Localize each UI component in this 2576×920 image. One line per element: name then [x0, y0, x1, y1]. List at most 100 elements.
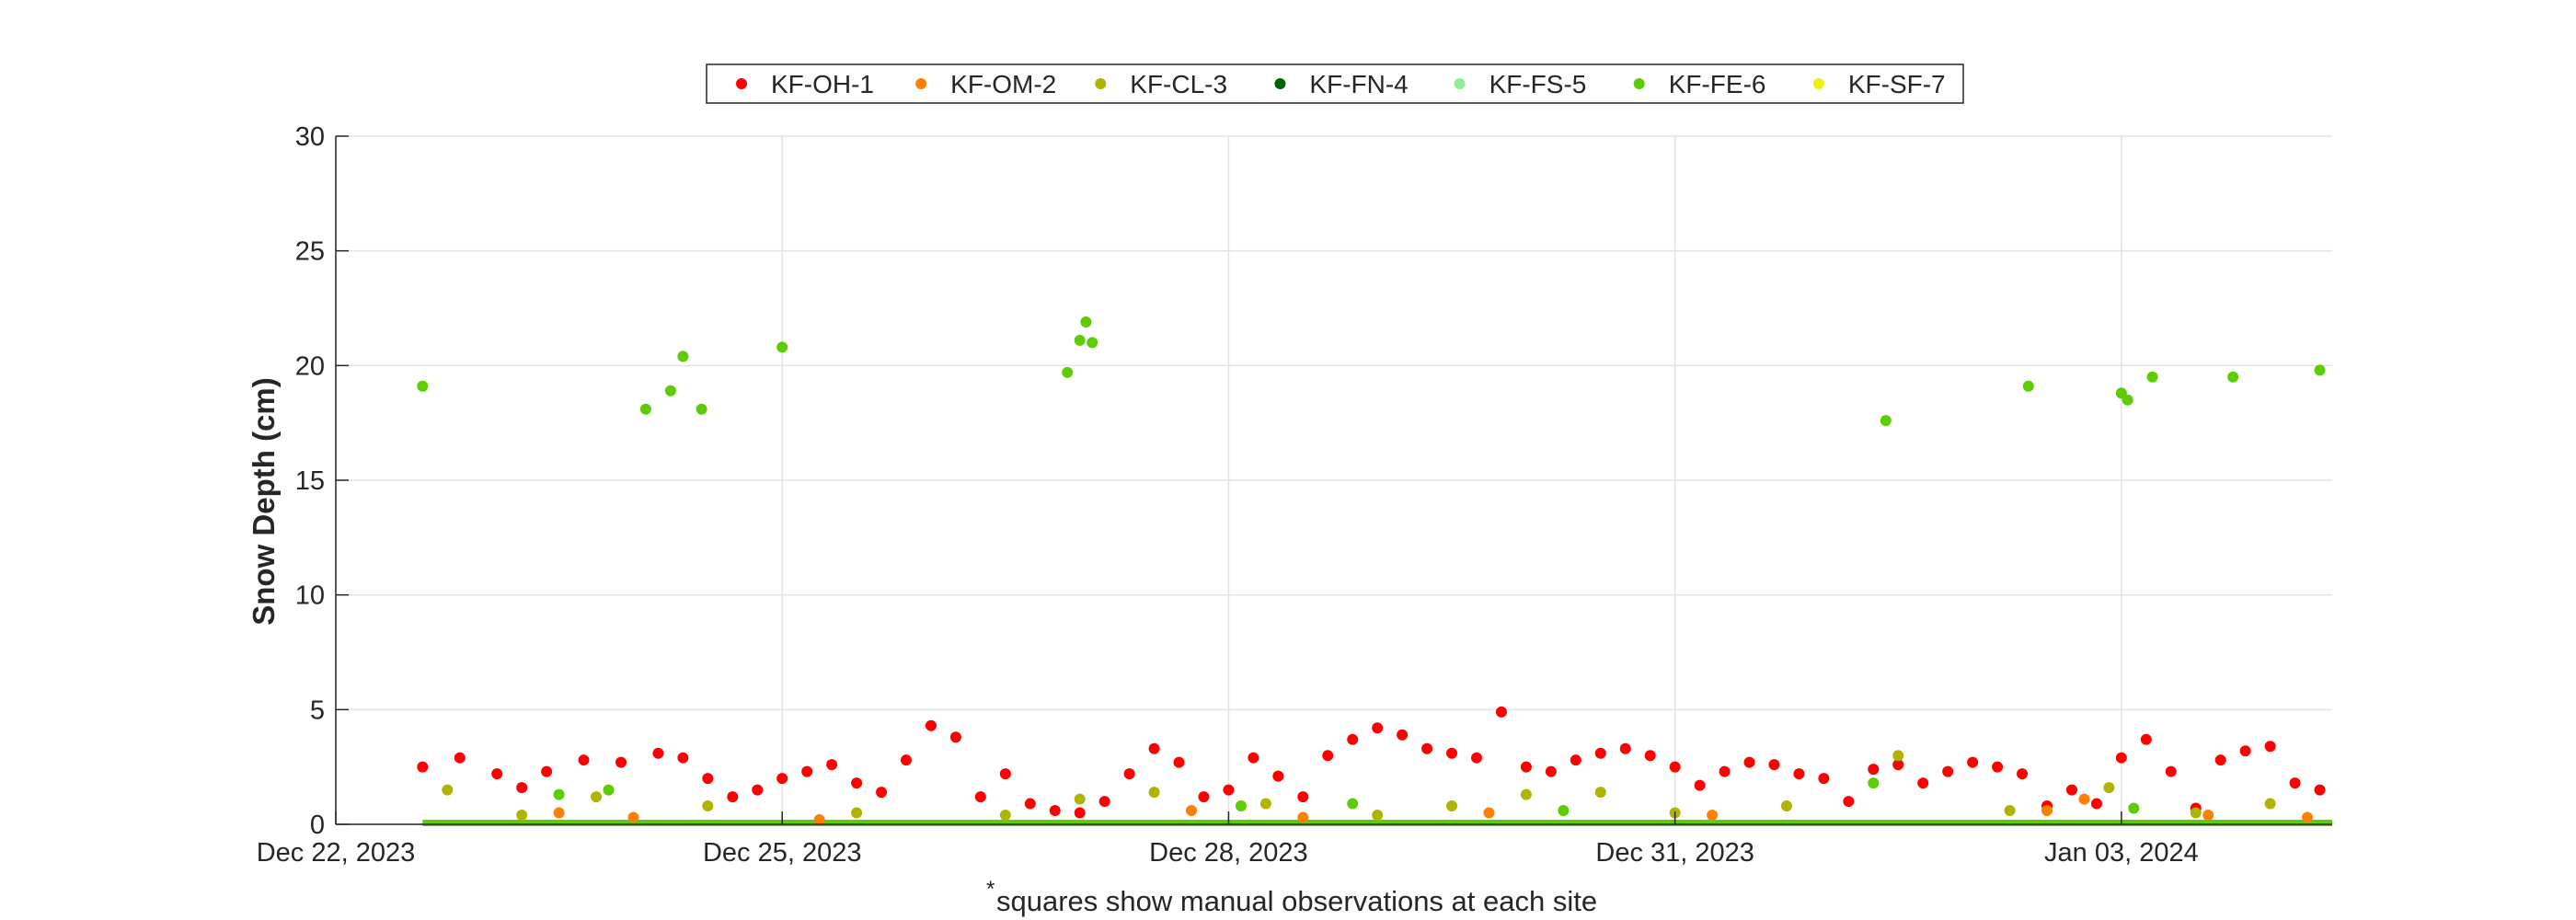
data-point	[702, 800, 714, 812]
x-tick-label: Dec 28, 2023	[1149, 838, 1308, 868]
data-point	[591, 791, 603, 803]
data-point	[876, 787, 888, 799]
data-point	[1446, 800, 1458, 812]
data-point	[999, 768, 1011, 780]
ground-level-bands	[422, 820, 2332, 826]
data-point	[2041, 805, 2053, 817]
data-point	[2202, 810, 2214, 822]
data-point	[553, 807, 565, 819]
footnote-asterisk: *	[986, 877, 995, 902]
data-point	[1743, 756, 1755, 768]
data-point	[696, 403, 707, 415]
data-point	[1780, 800, 1792, 812]
data-point	[999, 810, 1011, 822]
legend-items: KF-OH-1 KF-OM-2 KF-CL-3 KF-FN-4 KF-FS-5 KF-FE…	[736, 70, 1946, 98]
data-point	[1843, 796, 1855, 808]
data-point	[1062, 366, 1074, 378]
y-tick-label: 5	[310, 696, 325, 725]
data-point	[1049, 805, 1061, 817]
legend-marker-kf-fe-6	[1633, 78, 1645, 89]
data-point	[1186, 805, 1197, 817]
data-point	[2146, 371, 2158, 383]
data-point	[578, 754, 590, 766]
y-tick-label: 10	[295, 581, 325, 611]
data-point	[776, 773, 788, 785]
data-point	[2128, 802, 2140, 814]
data-point	[1446, 747, 1458, 759]
legend-label-kf-cl-3: KF-CL-3	[1130, 70, 1227, 98]
data-point	[949, 731, 961, 743]
y-axis-title: Snow Depth (cm)	[247, 377, 281, 626]
data-point	[1198, 791, 1210, 803]
data-point	[417, 380, 429, 392]
legend-label-kf-om-2: KF-OM-2	[950, 70, 1056, 98]
data-point	[974, 791, 986, 803]
data-point	[727, 791, 739, 803]
data-point	[1545, 765, 1557, 777]
legend-marker-kf-om-2	[915, 78, 927, 89]
data-point	[1520, 788, 1532, 800]
data-point	[1707, 810, 1719, 822]
legend[interactable]: KF-OH-1 KF-OM-2 KF-CL-3 KF-FN-4 KF-FS-5 KF-FE…	[706, 63, 1964, 104]
data-point	[1892, 750, 1904, 762]
x-tick-label: Dec 25, 2023	[703, 838, 862, 868]
data-point	[2115, 752, 2127, 764]
data-point	[627, 811, 639, 823]
legend-label-kf-sf-7: KF-SF-7	[1848, 70, 1946, 98]
y-tick-label: 15	[295, 466, 325, 496]
data-point	[1421, 742, 1433, 754]
y-tick-label: 20	[295, 351, 325, 381]
data-point	[491, 768, 503, 780]
legend-marker-kf-fs-5	[1454, 78, 1466, 89]
data-point	[1322, 750, 1334, 762]
data-point	[2227, 371, 2239, 383]
data-point	[1669, 761, 1681, 773]
data-point	[1372, 810, 1384, 822]
data-point	[2103, 782, 2115, 794]
data-point	[1173, 756, 1185, 768]
data-point	[1520, 761, 1532, 773]
data-point	[826, 759, 838, 771]
data-point	[1074, 793, 1086, 805]
data-point	[1248, 752, 1259, 764]
data-point	[2122, 394, 2133, 406]
data-point	[1080, 316, 1092, 328]
y-tick-label: 30	[295, 122, 325, 152]
data-point	[1868, 764, 1880, 776]
data-point	[1892, 759, 1904, 771]
data-point	[639, 403, 651, 415]
data-point	[1259, 798, 1271, 810]
data-point	[2289, 777, 2301, 789]
series-kf-fe-6	[417, 316, 2326, 817]
legend-marker-kf-sf-7	[1812, 78, 1824, 89]
data-point	[813, 814, 825, 826]
data-point	[2004, 805, 2016, 817]
data-point	[1768, 759, 1780, 771]
data-point	[1297, 791, 1309, 803]
data-point	[1223, 784, 1235, 796]
data-point	[652, 747, 664, 759]
data-point	[1594, 787, 1606, 799]
data-point	[1272, 770, 1284, 782]
data-point	[2140, 733, 2152, 745]
data-point	[516, 810, 528, 822]
data-point	[1074, 807, 1086, 819]
data-point	[417, 761, 429, 773]
data-point	[1967, 756, 1979, 768]
data-point	[2264, 798, 2276, 810]
data-point	[2090, 798, 2102, 810]
legend-label-kf-fe-6: KF-FE-6	[1669, 70, 1766, 98]
x-tick-label: Dec 31, 2023	[1595, 838, 1754, 868]
legend-label-kf-fs-5: KF-FS-5	[1489, 70, 1587, 98]
data-point	[1483, 807, 1495, 819]
data-point	[2078, 793, 2090, 805]
data-point	[851, 807, 863, 819]
data-point	[801, 765, 813, 777]
data-point	[1235, 800, 1247, 812]
data-point	[1558, 805, 1570, 817]
legend-marker-kf-cl-3	[1095, 78, 1107, 89]
data-point	[615, 756, 627, 768]
data-point	[454, 752, 466, 764]
series-kf-om-2	[553, 793, 2314, 826]
grid-lines	[335, 135, 2332, 825]
